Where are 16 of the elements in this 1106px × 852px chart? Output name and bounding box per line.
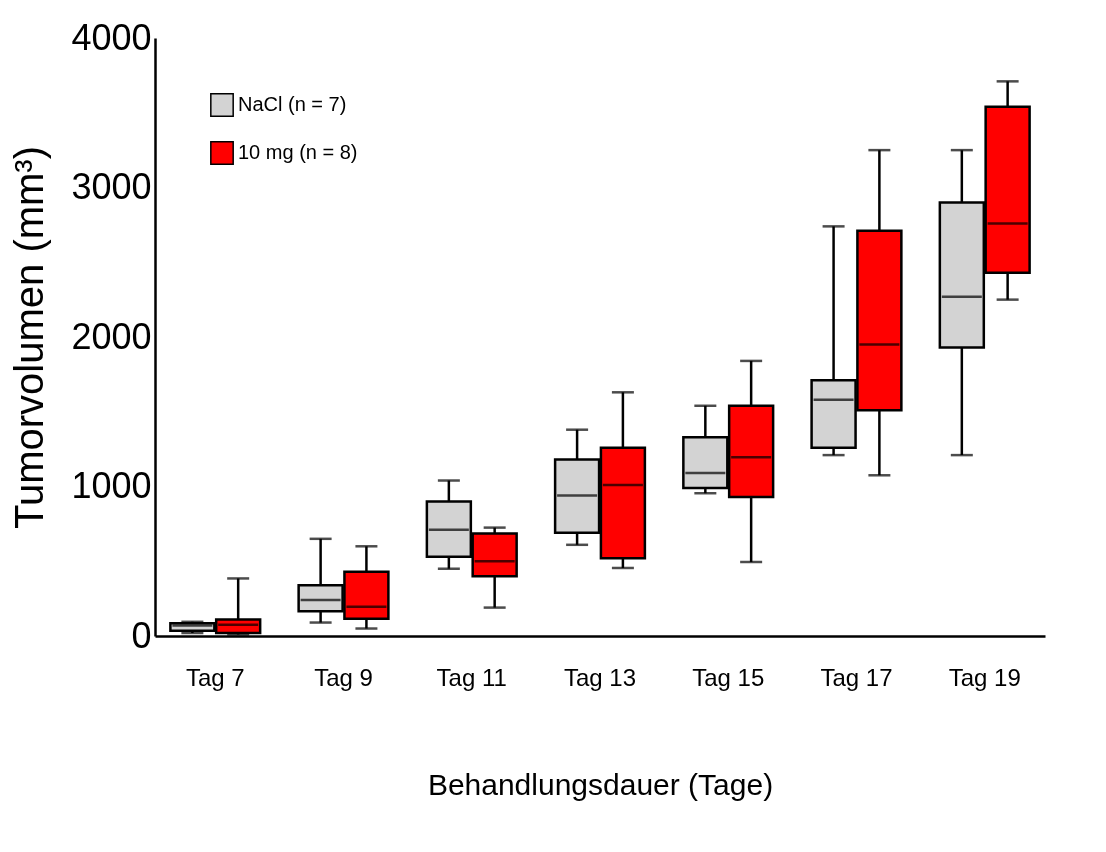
x-tick-label: Tag 19 xyxy=(948,663,1021,691)
x-tick-label: Tag 9 xyxy=(314,663,373,691)
x-tick-label: Tag 15 xyxy=(692,663,765,691)
x-tick-label: Tag 11 xyxy=(436,663,507,691)
x-tick-label: Tag 7 xyxy=(185,663,245,691)
x-tick-label: Tag 17 xyxy=(820,663,893,691)
y-tick-label: 1000 xyxy=(71,465,152,506)
y-tick-label: 0 xyxy=(131,614,152,656)
y-tick-label: 3000 xyxy=(71,166,152,207)
legend-label: 10 mg (n = 8) xyxy=(238,141,358,163)
x-axis-title: Behandlungsdauer (Tage) xyxy=(427,767,774,801)
x-tick-label: Tag 13 xyxy=(563,663,637,691)
y-axis-title: Tumorvolumen (mm³) xyxy=(7,146,52,529)
legend-label: NaCl (n = 7) xyxy=(238,93,347,115)
y-tick-label: 2000 xyxy=(71,315,152,357)
y-tick-label: 4000 xyxy=(71,16,152,58)
